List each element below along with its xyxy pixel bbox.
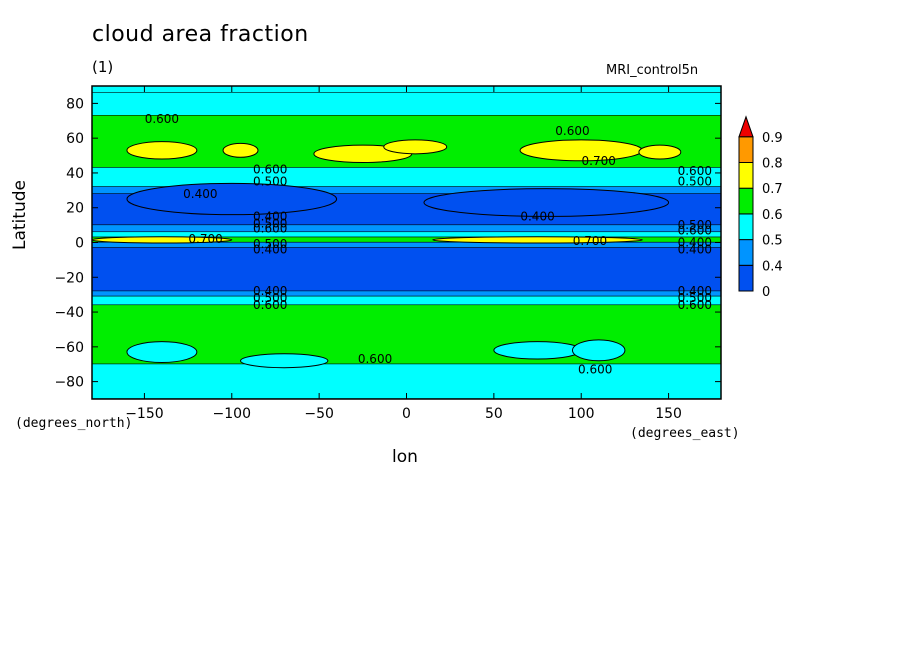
contour-label: 0.700	[573, 234, 607, 248]
colorbar-swatch	[738, 162, 754, 189]
contour-band	[92, 242, 721, 248]
contour-band	[92, 92, 721, 116]
contour-label: 0.600	[678, 164, 712, 178]
contour-label: 0.600	[678, 298, 712, 312]
contour-patch	[423, 188, 670, 217]
contour-patch	[493, 341, 582, 360]
contour-band	[92, 247, 721, 292]
colorbar-tick-label: 0.4	[762, 259, 783, 274]
contour-label: 0.600	[253, 222, 287, 236]
contour-band	[92, 186, 721, 194]
colorbar-tick-label: 0.7	[762, 182, 783, 197]
y-tick-label: −40	[54, 305, 84, 321]
x-tick-label: −150	[125, 406, 163, 422]
contour-label: 0.600	[253, 298, 287, 312]
chart-units: (1)	[92, 58, 114, 76]
contour-label: 0.400	[253, 209, 287, 223]
contour-label: 0.400	[253, 284, 287, 298]
y-tick-label: 80	[66, 96, 84, 112]
x-axis-units: (degrees_east)	[630, 426, 740, 441]
y-tick-label: 20	[66, 201, 84, 217]
contour-patch	[126, 182, 338, 216]
y-tick-label: 60	[66, 131, 84, 147]
contour-label: 0.700	[582, 154, 616, 168]
contour-band	[92, 296, 721, 306]
contour-band	[92, 291, 721, 297]
contour-label: 0.600	[578, 362, 612, 376]
contour-label: 0.500	[253, 175, 287, 189]
contour-label: 0.400	[678, 284, 712, 298]
x-tick-label: 100	[568, 406, 595, 422]
contour-band	[92, 237, 721, 243]
x-tick-label: −50	[304, 406, 334, 422]
contour-patch	[638, 144, 682, 160]
contour-label: 0.500	[678, 175, 712, 189]
contour-label-layer: 0.6000.6000.7000.6000.5000.4000.6000.500…	[145, 112, 712, 376]
contour-label: 0.500	[678, 218, 712, 232]
contour-patch	[126, 141, 198, 160]
contour-patch	[432, 236, 643, 244]
contour-patch	[240, 353, 329, 369]
x-tick-label: −100	[213, 406, 251, 422]
colorbar-tick-label: 0.5	[762, 234, 783, 249]
contour-band	[92, 167, 721, 187]
colorbar-swatch	[738, 264, 754, 292]
contour-patch	[126, 341, 198, 363]
x-axis-label: lon	[392, 447, 418, 467]
contour-label: 0.500	[253, 237, 287, 251]
contour-label: 0.600	[145, 112, 179, 126]
colorbar-tick-label: 0.8	[762, 157, 783, 172]
y-tick-label: 40	[66, 166, 84, 182]
x-tick-label: 0	[402, 406, 411, 422]
contour-label: 0.400	[520, 209, 554, 223]
colorbar-swatch	[738, 239, 754, 266]
colorbar-swatch	[738, 213, 754, 241]
colorbar-extend-arrow	[738, 115, 754, 138]
contour-label: 0.600	[253, 162, 287, 176]
contour-label: 0.600	[678, 223, 712, 237]
colorbar-swatch	[738, 187, 754, 215]
colorbar-tick-label: 0.6	[762, 208, 783, 223]
contour-label: 0.500	[253, 291, 287, 305]
contour-patch	[222, 142, 259, 158]
contour-label: 0.400	[678, 236, 712, 250]
axis-layer: −150 −100 −50 0 50 100 150 −80 −60 −40 −20 0 20 40 60 8…	[54, 86, 721, 422]
colorbar-swatch	[738, 136, 754, 164]
y-tick-label: −20	[54, 270, 84, 286]
contour-band	[92, 232, 721, 238]
x-tick-label: 50	[485, 406, 503, 422]
contour-patch	[383, 139, 448, 155]
contour-label: 0.500	[678, 291, 712, 305]
x-tick-label: 150	[655, 406, 682, 422]
y-axis-units: (degrees_north)	[15, 416, 133, 431]
contour-patch	[92, 236, 233, 244]
y-tick-label: 0	[75, 236, 84, 252]
contour-patch	[571, 339, 626, 362]
contour-label: 0.400	[253, 242, 287, 256]
contour-label: 0.500	[253, 216, 287, 230]
run-name: MRI_control5n	[606, 63, 699, 78]
contour-label: 0.700	[188, 232, 222, 246]
contour-label: 0.400	[183, 187, 217, 201]
chart-title: cloud area fraction	[92, 22, 309, 47]
contour-label: 0.600	[358, 352, 392, 366]
colorbar-tick-label: 0.9	[762, 131, 783, 146]
contour-label: 0.600	[555, 124, 589, 138]
y-tick-label: −80	[54, 375, 84, 391]
colorbar-tick-label: 0	[762, 285, 770, 300]
y-tick-label: −60	[54, 340, 84, 356]
colorbar: 0 0.4 0.5 0.6 0.7 0.8 0.9	[738, 115, 783, 300]
contour-band	[92, 225, 721, 233]
contour-label: 0.400	[678, 242, 712, 256]
contour-fill-layer	[92, 86, 721, 399]
